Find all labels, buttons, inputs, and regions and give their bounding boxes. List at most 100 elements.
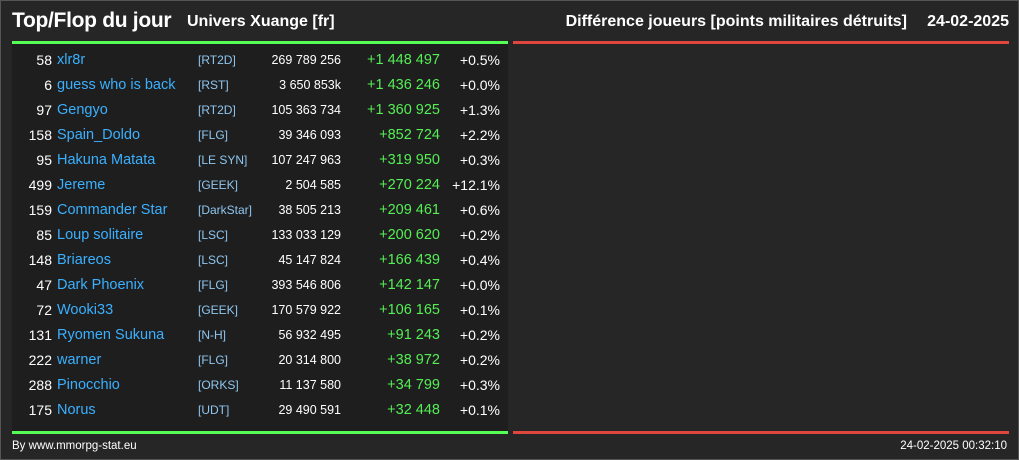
player-rank: 72 [36,302,52,318]
header-date: 24-02-2025 [927,13,1009,30]
player-points: 393 546 806 [271,278,341,292]
table-row: 175 Norus [UDT] 29 490 591 +32 448 +0.1% [12,398,508,423]
player-rank: 47 [36,277,52,293]
player-rank: 148 [28,252,52,268]
alliance-tag-link[interactable]: [FLG] [198,128,229,142]
player-name-link[interactable]: Norus [57,402,96,418]
metric-subtitle: Différence joueurs [points militaires dé… [565,13,907,30]
site-credit: By www.mmorpg-stat.eu [12,440,137,452]
percent-change: +0.0% [459,277,500,293]
percent-change: +0.6% [459,202,500,218]
header: Top/Flop du jour Univers Xuange [fr] Dif… [1,1,1019,41]
table-row: 158 Spain_Doldo [FLG] 39 346 093 +852 724 +2.… [12,123,508,148]
percent-change: +0.1% [459,302,500,318]
player-points: 170 579 922 [271,303,341,317]
percent-change: +0.4% [459,252,500,268]
percent-change: +0.2% [459,352,500,368]
alliance-tag-link[interactable]: [FLG] [198,353,229,367]
top-players-panel: 58 xlr8r [RT2D] 269 789 256 +1 448 497 +0.5% 6… [12,44,508,431]
player-rank: 288 [28,377,52,393]
points-difference: +38 972 [387,352,440,368]
player-points: 2 504 585 [285,178,341,192]
percent-change: +0.0% [459,77,500,93]
top-divider-bottom [12,431,508,434]
player-points: 29 490 591 [278,403,341,417]
player-points: 133 033 129 [271,228,341,242]
alliance-tag-link[interactable]: [GEEK] [198,303,239,317]
points-difference: +270 224 [379,177,440,193]
alliance-tag-link[interactable]: [ORKS] [198,378,239,392]
player-name-link[interactable]: Jereme [57,177,106,193]
alliance-tag-link[interactable]: [RT2D] [198,103,236,117]
player-name-link[interactable]: xlr8r [57,52,86,68]
points-difference: +200 620 [379,227,440,243]
points-difference: +34 799 [387,377,440,393]
points-difference: +142 147 [379,277,440,293]
points-difference: +209 461 [379,202,440,218]
player-points: 107 247 963 [271,153,341,167]
player-name-link[interactable]: Gengyo [57,102,108,118]
points-difference: +91 243 [387,327,440,343]
player-name-link[interactable]: Ryomen Sukuna [57,327,165,343]
alliance-tag-link[interactable]: [RST] [198,78,229,92]
points-difference: +1 436 246 [367,77,440,93]
player-name-link[interactable]: guess who is back [57,77,176,93]
alliance-tag-link[interactable]: [LSC] [198,253,229,267]
player-rank: 159 [28,202,52,218]
player-points: 105 363 734 [271,103,341,117]
flop-players-panel [513,44,1009,431]
player-name-link[interactable]: Pinocchio [57,377,120,393]
percent-change: +0.1% [459,402,500,418]
alliance-tag-link[interactable]: [FLG] [198,278,229,292]
percent-change: +0.3% [459,152,500,168]
top-players-list: 58 xlr8r [RT2D] 269 789 256 +1 448 497 +0.5% 6… [12,48,508,423]
alliance-tag-link[interactable]: [DarkStar] [198,203,253,217]
table-row: 47 Dark Phoenix [FLG] 393 546 806 +142 147 +0… [12,273,508,298]
flop-divider-top [513,41,1009,44]
points-difference: +166 439 [379,252,440,268]
player-points: 45 147 824 [278,253,341,267]
table-row: 58 xlr8r [RT2D] 269 789 256 +1 448 497 +0.5% [12,48,508,73]
table-row: 131 Ryomen Sukuna [N-H] 56 932 495 +91 243 +0… [12,323,508,348]
player-rank: 499 [28,177,52,193]
table-row: 499 Jereme [GEEK] 2 504 585 +270 224 +12.1% [12,173,508,198]
universe-label: Univers Xuange [fr] [187,13,335,30]
player-points: 269 789 256 [271,53,341,67]
player-name-link[interactable]: Spain_Doldo [57,127,141,143]
player-rank: 95 [36,152,52,168]
percent-change: +1.3% [459,102,500,118]
player-points: 3 650 853k [279,78,341,92]
player-rank: 175 [28,402,52,418]
player-points: 11 137 580 [279,378,341,392]
table-row: 288 Pinocchio [ORKS] 11 137 580 +34 799 +0.3% [12,373,508,398]
table-row: 6 guess who is back [RST] 3 650 853k +1 436 … [12,73,508,98]
alliance-tag-link[interactable]: [UDT] [198,403,230,417]
table-row: 85 Loup solitaire [LSC] 133 033 129 +200 620… [12,223,508,248]
percent-change: +0.5% [459,52,500,68]
player-rank: 97 [36,102,52,118]
table-row: 159 Commander Star [DarkStar] 38 505 213 +20… [12,198,508,223]
table-row: 72 Wooki33 [GEEK] 170 579 922 +106 165 +0.1% [12,298,508,323]
alliance-tag-link[interactable]: [LE SYN] [198,153,248,167]
player-name-link[interactable]: Briareos [57,252,111,268]
alliance-tag-link[interactable]: [LSC] [198,228,229,242]
points-difference: +1 448 497 [367,52,440,68]
table-row: 95 Hakuna Matata [LE SYN] 107 247 963 +319 9… [12,148,508,173]
player-name-link[interactable]: Loup solitaire [57,227,144,243]
player-name-link[interactable]: Dark Phoenix [57,277,145,293]
alliance-tag-link[interactable]: [GEEK] [198,178,239,192]
player-points: 38 505 213 [278,203,341,217]
alliance-tag-link[interactable]: [RT2D] [198,53,236,67]
alliance-tag-link[interactable]: [N-H] [198,328,226,342]
player-name-link[interactable]: Hakuna Matata [57,152,156,168]
top-divider-top [12,41,508,44]
flop-divider-bottom [513,431,1009,434]
player-points: 39 346 093 [278,128,341,142]
percent-change: +2.2% [459,127,500,143]
player-rank: 158 [28,127,52,143]
player-name-link[interactable]: warner [57,352,102,368]
points-difference: +1 360 925 [367,102,440,118]
player-name-link[interactable]: Commander Star [57,202,168,218]
player-name-link[interactable]: Wooki33 [57,302,114,318]
